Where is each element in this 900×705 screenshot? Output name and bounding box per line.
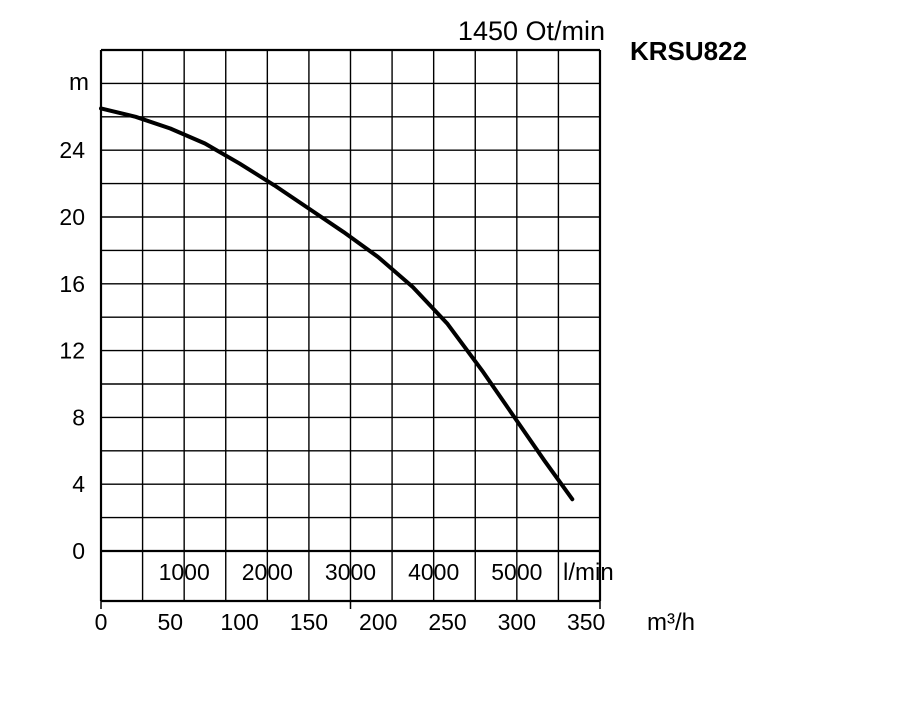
x-axis-label: m³/h xyxy=(647,609,695,636)
y-tick-label: 16 xyxy=(59,271,85,297)
chart-subtitle: 1450 Ot/min xyxy=(458,16,605,46)
x-tick-label: 300 xyxy=(498,609,536,635)
y-tick-label: 20 xyxy=(59,204,85,230)
secondary-x-tick-label: 2000 xyxy=(242,559,293,585)
curve-layer xyxy=(99,106,575,502)
y-tick-label: 24 xyxy=(59,137,85,163)
y-tick-label: 8 xyxy=(72,404,85,430)
label-layer: 1450 Ot/min KRSU822 m m³/h l/min 0 4 8 12 16… xyxy=(59,16,747,636)
pump-curve-line xyxy=(99,106,575,502)
y-tick-label: 0 xyxy=(72,538,85,564)
secondary-x-tick-label: 1000 xyxy=(159,559,210,585)
secondary-x-tick-label: 5000 xyxy=(491,559,542,585)
secondary-x-tick-label: 3000 xyxy=(325,559,376,585)
secondary-x-tick-label: 4000 xyxy=(408,559,459,585)
chart-title: KRSU822 xyxy=(630,36,747,66)
x-tick-label: 150 xyxy=(290,609,328,635)
x-tick-label: 250 xyxy=(428,609,466,635)
y-tick-label: 4 xyxy=(72,471,85,497)
x-tick-label: 50 xyxy=(158,609,184,635)
y-tick-label: 12 xyxy=(59,338,85,364)
axis-layer xyxy=(100,599,601,609)
y-axis-label: m xyxy=(69,69,89,96)
x-tick-label: 0 xyxy=(95,609,108,635)
x-tick-label: 200 xyxy=(359,609,397,635)
x-tick-label: 350 xyxy=(567,609,605,635)
grid-layer xyxy=(99,48,602,601)
secondary-x-axis-label: l/min xyxy=(563,559,614,586)
x-tick-label: 100 xyxy=(220,609,258,635)
